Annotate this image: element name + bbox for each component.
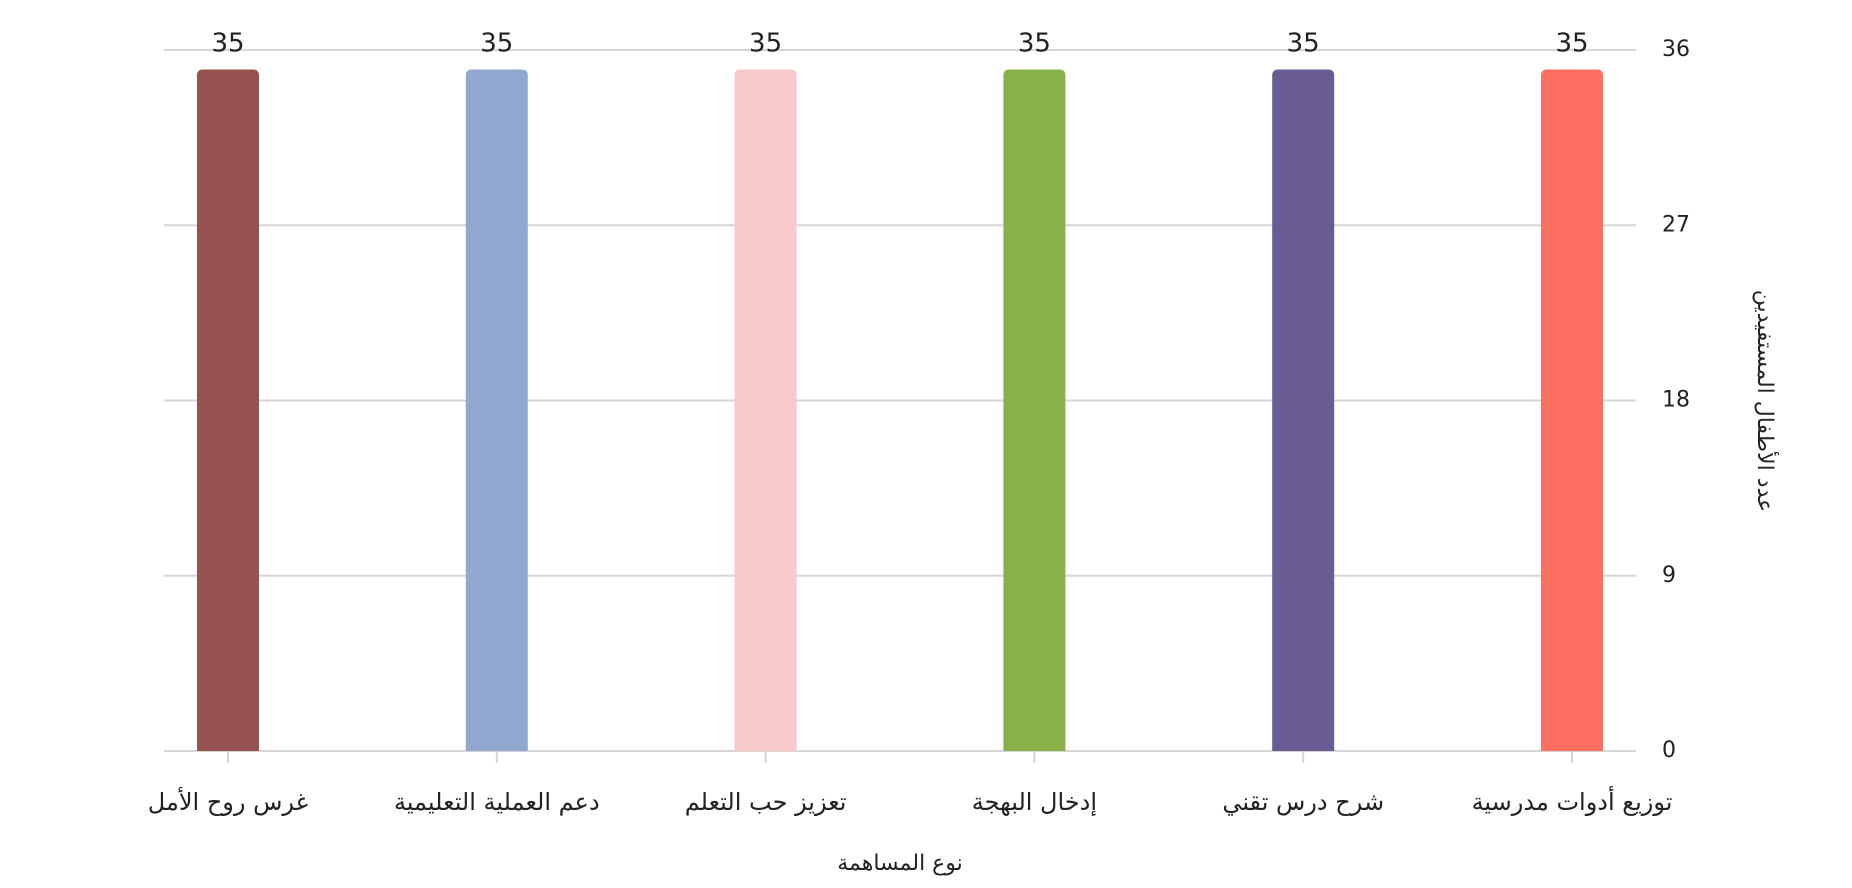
value-label: 35 bbox=[480, 29, 513, 59]
value-label: 35 bbox=[1018, 29, 1051, 59]
x-tick-label: تعزيز حب التعلم bbox=[685, 788, 847, 816]
bar bbox=[1541, 69, 1603, 751]
value-label: 35 bbox=[1555, 29, 1588, 59]
bar bbox=[734, 69, 797, 751]
y-axis-title: عدد الأطفال المستفيدين bbox=[1752, 290, 1779, 512]
bar bbox=[465, 69, 528, 751]
y-tick-label: 18 bbox=[1662, 388, 1690, 413]
x-tick-label: توزيع أدوات مدرسية bbox=[1472, 786, 1673, 816]
x-tick-label: إدخال البهجة bbox=[972, 788, 1097, 817]
x-tick-label: غرس روح الأمل bbox=[148, 787, 308, 816]
bar bbox=[197, 69, 259, 751]
x-tick-label: دعم العملية التعليمية bbox=[394, 788, 600, 816]
y-tick-label: 36 bbox=[1662, 37, 1690, 62]
bar bbox=[1272, 69, 1335, 751]
y-tick-label: 0 bbox=[1662, 738, 1676, 763]
y-tick-label: 9 bbox=[1662, 563, 1676, 588]
x-tick-label: شرح درس تقني bbox=[1222, 788, 1384, 816]
y-tick-label: 27 bbox=[1662, 212, 1690, 237]
value-label: 35 bbox=[1287, 29, 1320, 59]
value-label: 35 bbox=[749, 29, 782, 59]
bar bbox=[1003, 69, 1066, 751]
value-label: 35 bbox=[211, 29, 244, 59]
x-axis-title: نوع المساهمة bbox=[837, 851, 963, 876]
